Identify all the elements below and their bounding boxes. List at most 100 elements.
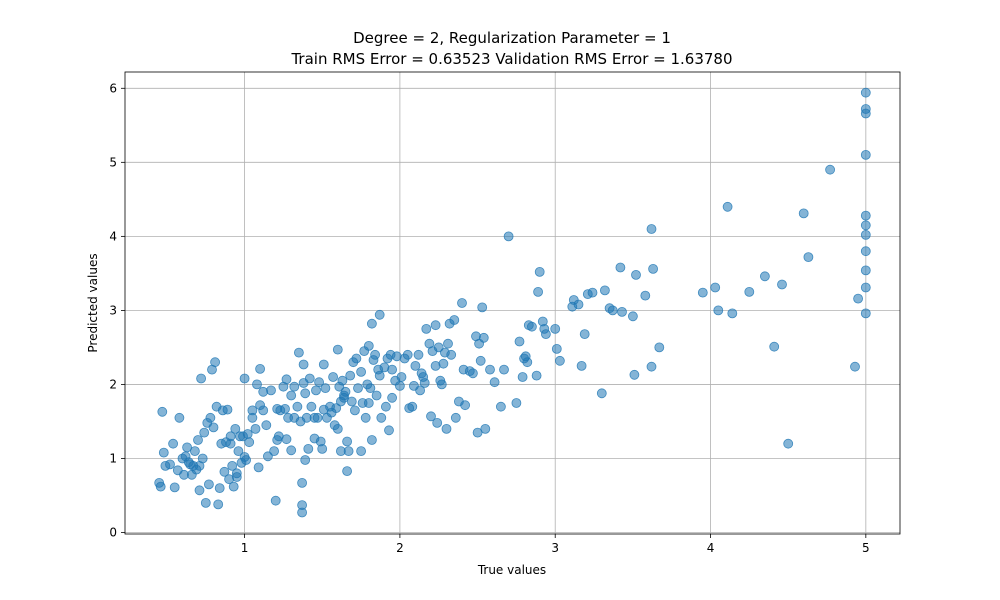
data-point <box>438 358 449 369</box>
data-point <box>628 311 638 322</box>
data-point <box>697 287 708 298</box>
data-point <box>199 427 210 438</box>
data-point <box>360 412 371 423</box>
data-point <box>522 357 533 368</box>
data-point <box>297 507 308 518</box>
data-point <box>576 360 587 371</box>
data-point <box>311 385 321 396</box>
data-point <box>300 455 311 465</box>
x-tick-label: 4 <box>707 541 715 555</box>
data-point <box>803 252 814 263</box>
data-point <box>222 404 233 415</box>
data-point <box>317 443 328 454</box>
data-point <box>193 435 203 445</box>
data-point <box>489 377 500 388</box>
data-point <box>436 379 447 390</box>
data-point <box>376 412 387 423</box>
data-point <box>550 323 561 334</box>
data-point <box>332 344 343 355</box>
data-point <box>366 435 377 445</box>
data-point <box>517 372 528 382</box>
data-point <box>460 400 471 411</box>
data-point <box>269 446 280 457</box>
x-tick-label: 1 <box>241 541 249 555</box>
data-point <box>534 266 545 277</box>
data-point <box>292 401 303 412</box>
data-point <box>281 434 292 445</box>
data-point <box>205 412 216 423</box>
data-point <box>646 224 657 234</box>
data-point <box>230 423 241 434</box>
data-point <box>169 482 180 493</box>
data-point <box>478 332 489 343</box>
data-point <box>194 485 205 496</box>
data-point <box>366 318 377 329</box>
data-point <box>499 364 509 375</box>
data-point <box>441 423 452 434</box>
data-point <box>312 412 323 423</box>
data-point <box>174 412 185 423</box>
data-point <box>250 423 261 434</box>
data-point <box>203 479 214 490</box>
data-point <box>710 282 721 293</box>
data-point <box>370 349 381 360</box>
data-point <box>421 323 432 334</box>
data-point <box>200 497 211 508</box>
data-point <box>241 455 252 465</box>
data-point <box>860 265 871 276</box>
data-point <box>346 396 357 407</box>
data-point <box>331 403 342 414</box>
data-point <box>527 321 537 332</box>
data-point <box>531 370 542 381</box>
data-point <box>253 462 264 473</box>
data-point <box>713 305 724 316</box>
data-point <box>318 359 329 370</box>
data-point <box>266 385 276 396</box>
data-point <box>419 378 430 388</box>
data-point <box>387 364 398 375</box>
data-point <box>654 342 665 353</box>
data-point <box>342 436 353 447</box>
data-point <box>213 499 224 510</box>
data-point <box>457 298 467 308</box>
data-point <box>262 451 273 462</box>
data-point <box>860 220 871 231</box>
data-point <box>629 369 640 380</box>
data-point <box>783 438 794 449</box>
data-point <box>303 443 314 454</box>
data-point <box>255 363 266 374</box>
data-point <box>477 302 488 313</box>
data-point <box>551 343 562 354</box>
y-axis-label: Predicted values <box>86 253 100 352</box>
y-tick-label: 4 <box>109 229 117 243</box>
data-point <box>225 438 236 449</box>
data-point <box>306 401 317 412</box>
grid-lines <box>125 72 900 534</box>
x-tick-label: 5 <box>862 541 870 555</box>
data-point <box>432 417 443 428</box>
data-point <box>533 286 543 297</box>
data-point <box>744 286 755 297</box>
data-point <box>345 370 356 381</box>
data-point <box>443 338 453 349</box>
y-tick-label: 0 <box>109 526 117 540</box>
data-point <box>860 149 871 160</box>
data-point <box>328 372 339 382</box>
data-point <box>503 231 514 242</box>
data-point <box>415 385 426 396</box>
data-point <box>475 355 486 366</box>
x-tick-label: 2 <box>396 541 404 555</box>
data-point <box>342 466 353 477</box>
data-point <box>850 361 860 372</box>
data-point <box>219 466 230 477</box>
data-point <box>261 420 272 431</box>
data-point <box>258 405 269 416</box>
data-point <box>197 453 208 464</box>
data-point <box>798 208 809 219</box>
data-point <box>252 379 262 390</box>
data-point <box>280 403 290 414</box>
data-point <box>860 229 871 240</box>
data-point <box>446 349 457 360</box>
data-point <box>157 406 168 417</box>
data-point <box>356 366 367 377</box>
